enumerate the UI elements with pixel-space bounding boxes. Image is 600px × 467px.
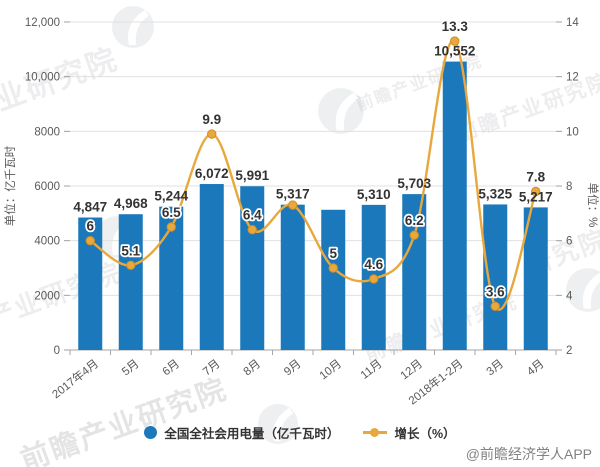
x-axis-label: 10月 <box>318 358 345 382</box>
line-point <box>126 260 136 270</box>
line-value-label: 6.5 <box>162 205 181 220</box>
line-point <box>328 263 338 273</box>
line-value-label: 5.1 <box>121 243 140 258</box>
left-axis-title: 单位：亿千瓦时 <box>3 145 17 226</box>
x-axis-label: 5月 <box>120 358 141 378</box>
bar <box>442 61 467 350</box>
x-axis-label: 11月 <box>359 358 385 382</box>
left-axis-tick-label: 8000 <box>34 126 60 138</box>
line-series-dot-icon <box>370 427 380 437</box>
left-axis-tick-label: 2000 <box>34 290 60 302</box>
bar-value-label: 5,703 <box>397 176 431 191</box>
trend-line <box>89 39 537 311</box>
attribution: @前瞻经济学人APP <box>465 446 592 462</box>
legend-label-growth: 增长（%） <box>394 427 456 441</box>
left-axis-tick-label: 10,000 <box>25 72 60 84</box>
x-axis-label: 2017年4月 <box>49 356 101 401</box>
line-value-label: 5 <box>329 246 337 261</box>
left-axis-tick-label: 6000 <box>34 181 60 193</box>
bar <box>523 207 548 350</box>
bar-value-label: 5,317 <box>276 187 310 202</box>
line-point <box>450 36 460 46</box>
bar-value-label: 6,072 <box>195 166 229 181</box>
bar <box>199 184 224 350</box>
bar-value-label: 5,325 <box>478 186 512 201</box>
x-axis-label: 8月 <box>242 358 263 378</box>
bar-series-swatch-icon <box>144 426 158 439</box>
line-point <box>369 274 379 284</box>
legend-item-consumption: 全国全社会用电量（亿千瓦时） <box>144 423 339 442</box>
right-axis-tick-label: 12 <box>566 72 579 84</box>
line-point <box>409 230 419 240</box>
line-value-label: 3.6 <box>486 284 505 299</box>
line-value-label: 6 <box>86 219 94 234</box>
right-axis-tick-label: 14 <box>566 17 579 29</box>
x-axis-label: 9月 <box>282 358 303 378</box>
bar-value-label: 5,991 <box>235 168 269 183</box>
bar <box>118 214 143 350</box>
bar <box>483 204 508 350</box>
right-axis-tick-label: 8 <box>566 181 572 193</box>
line-series-swatch-icon <box>363 427 388 437</box>
line-value-label: 4.6 <box>364 257 383 272</box>
left-axis-tick-label: 12,000 <box>25 17 60 29</box>
right-axis-title: 单位：% <box>586 183 600 228</box>
right-axis-tick-label: 4 <box>566 290 573 302</box>
x-axis-label: 12月 <box>399 358 426 382</box>
line-point <box>288 200 298 210</box>
line-point <box>207 129 217 139</box>
bar <box>402 194 427 350</box>
line-point <box>85 235 95 246</box>
left-axis-tick-label: 4000 <box>34 236 60 248</box>
right-axis-tick-label: 6 <box>566 236 572 248</box>
bar-value-label: 4,968 <box>114 196 148 211</box>
left-axis-tick-label: 0 <box>54 345 60 357</box>
line-point <box>490 301 500 311</box>
line-value-label: 9.9 <box>202 112 221 127</box>
x-axis-label: 6月 <box>161 358 182 378</box>
bar-value-label: 5,244 <box>154 189 188 204</box>
bar <box>280 204 305 350</box>
legend-label-consumption: 全国全社会用电量（亿千瓦时） <box>164 427 340 441</box>
right-axis-tick-label: 2 <box>566 345 572 357</box>
line-point <box>166 222 176 232</box>
right-axis-tick-label: 10 <box>566 126 579 138</box>
bar-value-label: 4,847 <box>73 200 107 215</box>
x-axis-label: 7月 <box>201 358 222 378</box>
line-value-label: 6.2 <box>405 213 424 228</box>
line-value-label: 13.3 <box>442 19 469 34</box>
line-value-label: 7.8 <box>526 169 545 184</box>
bar-value-label: 5,217 <box>519 189 553 204</box>
line-point <box>247 225 257 235</box>
x-axis-label: 3月 <box>485 358 506 378</box>
line-value-label: 6.4 <box>243 208 262 223</box>
x-axis-label: 4月 <box>525 358 546 378</box>
bar-value-label: 10,552 <box>434 44 475 59</box>
bar <box>321 209 346 350</box>
line-point <box>531 186 541 197</box>
legend-item-growth: 增长（%） <box>363 423 456 442</box>
bar-value-label: 5,310 <box>357 187 391 202</box>
chart-legend: 全国全社会用电量（亿千瓦时） 增长（%） <box>0 423 600 442</box>
